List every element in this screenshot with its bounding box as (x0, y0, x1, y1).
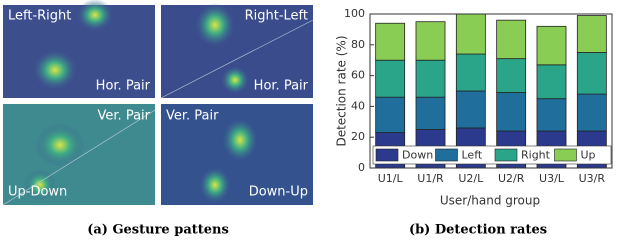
heatmaps: Left-Right Hor. Pair Right-Left Hor. Pai… (3, 0, 313, 205)
bar-segment (376, 97, 405, 132)
panel-label: Hor. Pair (254, 79, 309, 94)
x-tick-label: U1/R (417, 172, 444, 185)
bar-segment (416, 60, 445, 97)
bar-segment (577, 53, 606, 95)
y-tick-label: 40 (351, 99, 365, 112)
x-tick-label: U2/L (458, 172, 484, 185)
x-tick-label: U2/R (498, 172, 525, 185)
bar-segment (577, 16, 606, 53)
legend-swatch (555, 149, 577, 161)
panel-label: Ver. Pair (98, 109, 151, 124)
panel-label: Down-Up (249, 185, 308, 200)
bar-segment (456, 54, 485, 91)
blob (222, 118, 258, 162)
legend-label: Up (581, 149, 596, 162)
legend-label: Right (521, 149, 551, 162)
bar-segment (537, 65, 566, 99)
bar-segment (497, 59, 526, 93)
y-axis-label: Detection rate (%) (335, 35, 349, 146)
plot-frame (370, 14, 612, 168)
bar-segment (456, 14, 485, 54)
bar-segment (376, 60, 405, 97)
bar-segment (577, 94, 606, 131)
panel-label: Up-Down (8, 185, 67, 200)
legend-label: Down (402, 149, 433, 162)
legend-label: Left (462, 149, 483, 162)
bar-segment (456, 91, 485, 128)
bar-segment (537, 99, 566, 131)
blob (195, 3, 235, 47)
y-tick-label: 20 (351, 130, 365, 143)
bar-segment (376, 23, 405, 60)
chart: 0 20 40 60 80 100 U1/L U1/R U2/L U2/R U3/L U3/R Down… (344, 7, 612, 185)
legend-swatch (376, 149, 398, 161)
legend-swatch (495, 149, 517, 161)
bar-segment (497, 20, 526, 59)
y-tick-label: 80 (351, 38, 365, 51)
bar-segment (537, 26, 566, 65)
caption: (a) Gesture pattens (87, 223, 229, 238)
figure: Left-Right Hor. Pair Right-Left Hor. Pai… (0, 0, 623, 242)
blob (199, 167, 231, 203)
x-tick-label: U3/L (539, 172, 565, 185)
blob (77, 0, 113, 31)
panel-label: Left-Right (8, 9, 71, 24)
panel-label: Hor. Pair (96, 79, 151, 94)
x-tick-label: U1/L (378, 172, 404, 185)
caption: (b) Detection rates (409, 223, 547, 238)
legend-swatch (436, 149, 458, 161)
x-axis-label: User/hand group (440, 194, 540, 208)
panel-label: Right-Left (245, 9, 308, 24)
panel-label: Ver. Pair (166, 109, 219, 124)
blob (35, 123, 85, 167)
blob (221, 66, 249, 94)
y-tick-label: 60 (351, 69, 365, 82)
bar-segment (416, 22, 445, 61)
bar-segment (497, 93, 526, 132)
y-tick-label: 0 (358, 161, 365, 174)
blob (33, 50, 77, 90)
x-tick-label: U3/R (579, 172, 606, 185)
y-tick-label: 100 (344, 7, 365, 20)
bar-segment (416, 97, 445, 129)
